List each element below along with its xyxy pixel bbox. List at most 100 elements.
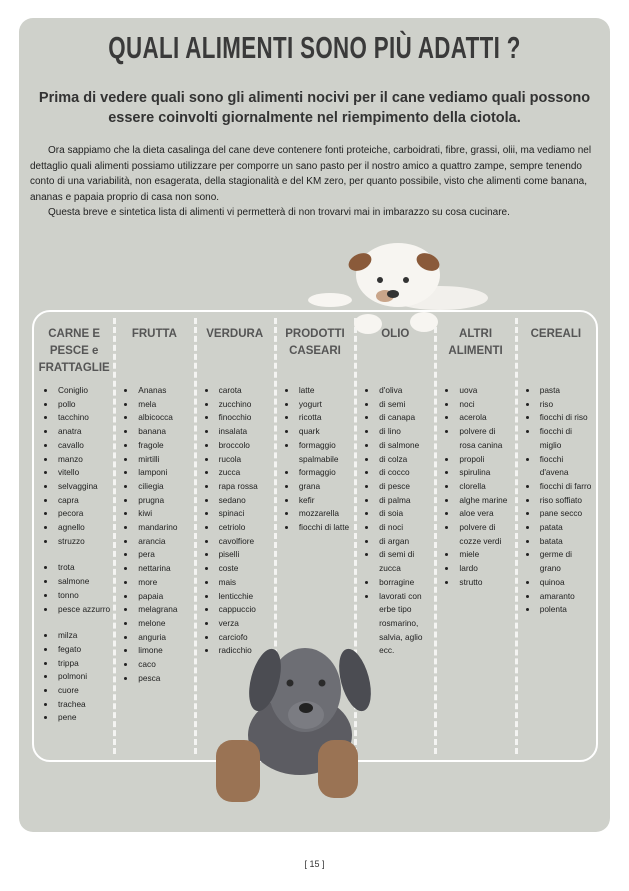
food-item: finocchio [217,411,273,425]
column-header: PRODOTTI CASEARI [285,328,345,357]
food-item: caco [136,658,192,672]
food-item: fiocchi di farro [538,480,594,494]
paragraph: Ora sappiamo che la dieta casalinga del … [30,145,592,203]
food-item: fiocchi d'avena [538,453,594,480]
column-header: ALTRI ALIMENTI [448,328,503,357]
food-item: anatra [56,425,112,439]
column-separator [354,318,358,754]
food-item: pera [136,548,192,562]
food-item: di canapa [377,411,433,425]
food-item: spinaci [217,507,273,521]
food-item: lardo [457,562,513,576]
food-item: sedano [217,494,273,508]
food-item: formaggio spalmabile [297,439,353,466]
food-item: verza [217,617,273,631]
food-item: yogurt [297,398,353,412]
food-item: selvaggina [56,480,112,494]
food-item: cuore [56,684,112,698]
food-item: manzo [56,453,112,467]
food-item: struzzo [56,535,112,549]
food-item: noci [457,398,513,412]
puppy [216,648,371,802]
food-item: miele [457,548,513,562]
food-item: di semi di zucca [377,548,433,575]
food-item: carota [217,384,273,398]
food-item: di noci [377,521,433,535]
food-item: formaggio [297,466,353,480]
column-header: OLIO [381,328,410,340]
food-item: batata [538,535,594,549]
column: CARNE E PESCE e FRATTAGLIEConigliopollot… [34,312,114,760]
food-item: ricotta [297,411,353,425]
food-item: pesce azzurro [56,603,112,617]
food-item: mirtilli [136,453,192,467]
food-item: lenticchie [217,590,273,604]
food-item: agnello [56,521,112,535]
food-item: arancia [136,535,192,549]
food-item: di lino [377,425,433,439]
food-item: acerola [457,411,513,425]
food-item: more [136,576,192,590]
food-item: capra [56,494,112,508]
food-item: nettarina [136,562,192,576]
column: PRODOTTI CASEARI latteyogurtricottaquarkf… [275,312,355,760]
food-item: kefir [297,494,353,508]
food-item: di pesce [377,480,433,494]
food-item: strutto [457,576,513,590]
food-item: insalata [217,425,273,439]
food-item: mozzarella [297,507,353,521]
food-item: di semi [377,398,433,412]
food-item: tonno [56,589,112,603]
food-item: propoli [457,453,513,467]
item-group: milzafegatotrippapolmonicuoretracheapene [40,629,112,725]
column-separator [514,318,518,754]
bulldog [308,243,488,334]
food-item: mela [136,398,192,412]
food-item: di salmone [377,439,433,453]
food-item: quinoa [538,576,594,590]
food-item: anguria [136,631,192,645]
column-list: uovanociacerolapolvere di rosa caninapro… [441,384,513,603]
column: CEREALI pastarisofiocchi di risofiocchi d… [516,312,596,760]
food-item: pane secco [538,507,594,521]
column: ALTRI ALIMENTIuovanociacerolapolvere di … [435,312,515,760]
food-item: pene [56,711,112,725]
food-item: grana [297,480,353,494]
column-list: Ananasmelaalbicoccabananafragolemirtilli… [120,384,192,698]
food-item: lavorati con erbe tipo rosmarino, salvia… [377,590,433,659]
food-item: limone [136,644,192,658]
column-header: CEREALI [530,328,582,340]
food-item: clorella [457,480,513,494]
food-item: amaranto [538,590,594,604]
food-item: polvere di rosa canina [457,425,513,452]
column-separator [193,318,197,754]
column-list: latteyogurtricottaquarkformaggio spalmab… [281,384,353,548]
food-item: fiocchi di riso [538,411,594,425]
food-item: Coniglio [56,384,112,398]
food-item: uova [457,384,513,398]
food-item: patata [538,521,594,535]
food-item: polvere di cozze verdi [457,521,513,548]
food-item: ciliegia [136,480,192,494]
food-item: pollo [56,398,112,412]
food-item: latte [297,384,353,398]
food-item: fragole [136,439,192,453]
item-group: carotazucchinofinocchioinsalatabroccolor… [201,384,273,658]
food-item: radicchio [217,644,273,658]
column-header: VERDURA [206,328,264,340]
food-item: melone [136,617,192,631]
food-item: Ananas [136,384,192,398]
food-item: rucola [217,453,273,467]
column-list: pastarisofiocchi di risofiocchi di migli… [522,384,594,630]
column-separator [273,318,277,754]
item-group: pastarisofiocchi di risofiocchi di migli… [522,384,594,617]
food-item: cetriolo [217,521,273,535]
item-group: Ananasmelaalbicoccabananafragolemirtilli… [120,384,192,685]
food-item: zucca [217,466,273,480]
food-item: trippa [56,657,112,671]
column-list: carotazucchinofinocchioinsalatabroccolor… [201,384,273,671]
page-number: [ 15 ] [304,859,325,869]
